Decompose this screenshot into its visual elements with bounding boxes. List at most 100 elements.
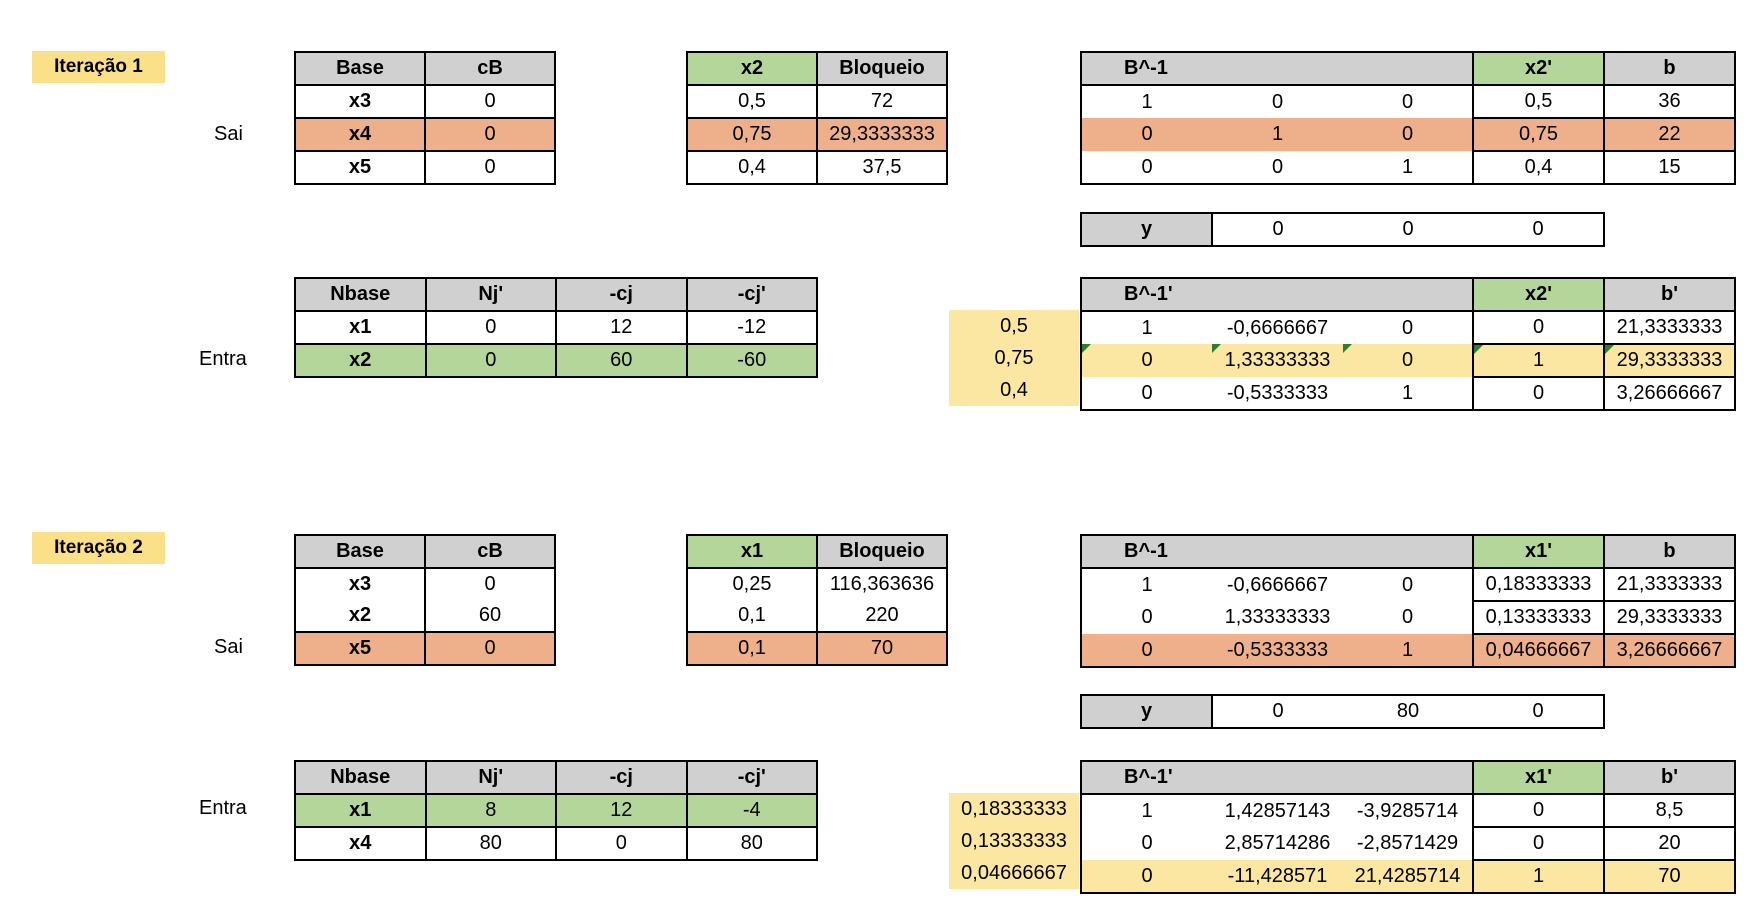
header-x2: x2 — [686, 51, 818, 86]
table-cell: 0 — [1472, 793, 1605, 828]
header-cj: -cj — [555, 760, 688, 795]
table-cell: 8 — [424, 793, 557, 828]
table-cell: 0,04666667 — [1472, 633, 1606, 668]
table-cell: 0,18333333 — [1472, 567, 1606, 602]
binv2-table-1: B^-1' x2' b' 1 -0,6666667 0 0 21,3333333… — [1080, 277, 1736, 411]
table-cell: 0 — [424, 310, 557, 345]
binv-table-1: B^-1 x2' b 1 0 0 0,5 36 0 1 0 0,75 22 0 … — [1079, 51, 1737, 185]
table-cell: 0 — [1343, 344, 1473, 377]
header-cj-prime: -cj' — [685, 277, 818, 312]
header-binv-prime: B^-1' — [1080, 760, 1473, 795]
table-cell: 0 — [1401, 90, 1414, 113]
block-table-2: x1 Bloqueio 0,25 116,363636 0,1 220 0,1 … — [686, 534, 948, 666]
table-cell: 12 — [555, 793, 688, 828]
header-nbase: Nbase — [294, 760, 427, 795]
table-cell: 21,4285714 — [1343, 860, 1473, 894]
table-cell: 60 — [424, 600, 556, 632]
table-cell: 21,3333333 — [1603, 567, 1737, 602]
table-cell: 1 — [1343, 634, 1474, 668]
iteration-2-label: Iteração 2 — [32, 532, 165, 564]
table-cell: 0 — [555, 826, 688, 861]
table-cell: 80 — [685, 826, 818, 861]
header-b-prime: b' — [1603, 760, 1736, 795]
table-cell: 80 — [424, 826, 557, 861]
header-binv: B^-1 — [1079, 534, 1474, 569]
table-cell: 0 — [1080, 827, 1212, 860]
side-value: 0,13333333 — [949, 825, 1079, 857]
table-cell: 0 — [1472, 310, 1605, 345]
table-cell: 60 — [555, 343, 688, 378]
header-cj: -cj — [555, 277, 688, 312]
base-table-1: Base cB x3 0 x4 0 x5 0 — [294, 51, 556, 185]
table-cell: -60 — [685, 343, 818, 378]
table-cell: 0 — [1080, 634, 1212, 668]
table-cell: -4 — [685, 793, 818, 828]
table-cell: 80 — [1343, 694, 1473, 729]
sai-label-1: Sai — [214, 123, 243, 145]
header-x1-prime: x1' — [1472, 534, 1606, 569]
table-cell: 15 — [1603, 150, 1737, 185]
header-binv: B^-1 — [1079, 51, 1474, 86]
table-cell: x3 — [294, 568, 425, 600]
table-cell: 37,5 — [816, 150, 948, 185]
table-cell: 0 — [424, 568, 556, 600]
table-cell: 0 — [1271, 90, 1284, 113]
table-cell: 29,3333333 — [1603, 600, 1737, 635]
table-cell: 1 — [1080, 311, 1212, 344]
table-cell: 1 — [1343, 151, 1474, 185]
binv-table-2: B^-1 x1' b 1 -0,6666667 0 0,18333333 21,… — [1079, 534, 1737, 668]
header-cb: cB — [424, 534, 556, 569]
table-cell: 1,42857143 — [1224, 799, 1331, 822]
header-cj-prime: -cj' — [685, 760, 818, 795]
table-cell: 3,26666667 — [1603, 376, 1736, 411]
block-table-1: x2 Bloqueio 0,5 72 0,75 29,3333333 0,4 3… — [686, 51, 948, 185]
side-value: 0,5 — [949, 310, 1079, 342]
table-cell: 0,4 — [1472, 150, 1606, 185]
table-cell: 1 — [1472, 859, 1605, 894]
table-cell: -3,9285714 — [1356, 799, 1459, 822]
table-cell: x2 — [294, 600, 425, 632]
y-row-2: y 0 80 0 — [1080, 694, 1605, 729]
table-cell: 36 — [1603, 84, 1737, 119]
table-cell: -12 — [685, 310, 818, 345]
table-cell: 0 — [1080, 860, 1212, 894]
table-cell: x1 — [294, 793, 427, 828]
table-cell: x4 — [294, 117, 426, 152]
table-cell: 0 — [1343, 118, 1474, 151]
table-cell: x5 — [294, 150, 426, 185]
table-cell: 0 — [1080, 344, 1212, 377]
table-cell: 0 — [1080, 151, 1212, 185]
table-cell: 0 — [1473, 694, 1605, 729]
entra-label-1: Entra — [199, 348, 247, 370]
table-cell: 0 — [424, 631, 556, 666]
header-x1: x1 — [686, 534, 818, 569]
table-cell: 1 — [1343, 377, 1473, 411]
header-nbase: Nbase — [294, 277, 427, 312]
table-cell: 0,75 — [686, 117, 818, 152]
table-cell: 0,13333333 — [1472, 600, 1606, 635]
table-cell: -2,8571429 — [1356, 832, 1459, 854]
table-cell: -11,428571 — [1212, 860, 1343, 894]
table-cell: x2 — [294, 343, 427, 378]
header-b-prime: b' — [1603, 277, 1736, 312]
table-cell: 0 — [424, 84, 556, 119]
table-cell: 1 — [1212, 118, 1343, 151]
header-cb: cB — [424, 51, 556, 86]
table-cell: 1 — [1472, 343, 1605, 378]
header-x1-prime: x1' — [1472, 760, 1605, 795]
table-cell: 0 — [1401, 316, 1414, 339]
nbase-table-1: Nbase Nj' -cj -cj' x1 0 12 -12 x2 0 60 -… — [294, 277, 818, 378]
sai-label-2: Sai — [214, 636, 243, 658]
table-cell: 1,33333333 — [1212, 344, 1343, 377]
table-cell: 0,1 — [686, 631, 818, 666]
table-cell: 0,5 — [686, 84, 818, 119]
table-cell: 0 — [1080, 377, 1212, 411]
binv2-table-2: B^-1' x1' b' 1 1,42857143 -3,9285714 0 8… — [1080, 760, 1736, 894]
table-cell: 0 — [1472, 376, 1605, 411]
table-cell: x3 — [294, 84, 426, 119]
table-cell: 1 — [1080, 85, 1212, 118]
table-cell: 3,26666667 — [1603, 633, 1737, 668]
table-cell: 70 — [1603, 859, 1736, 894]
table-cell: 0 — [424, 117, 556, 152]
table-cell: 0 — [1401, 573, 1414, 596]
